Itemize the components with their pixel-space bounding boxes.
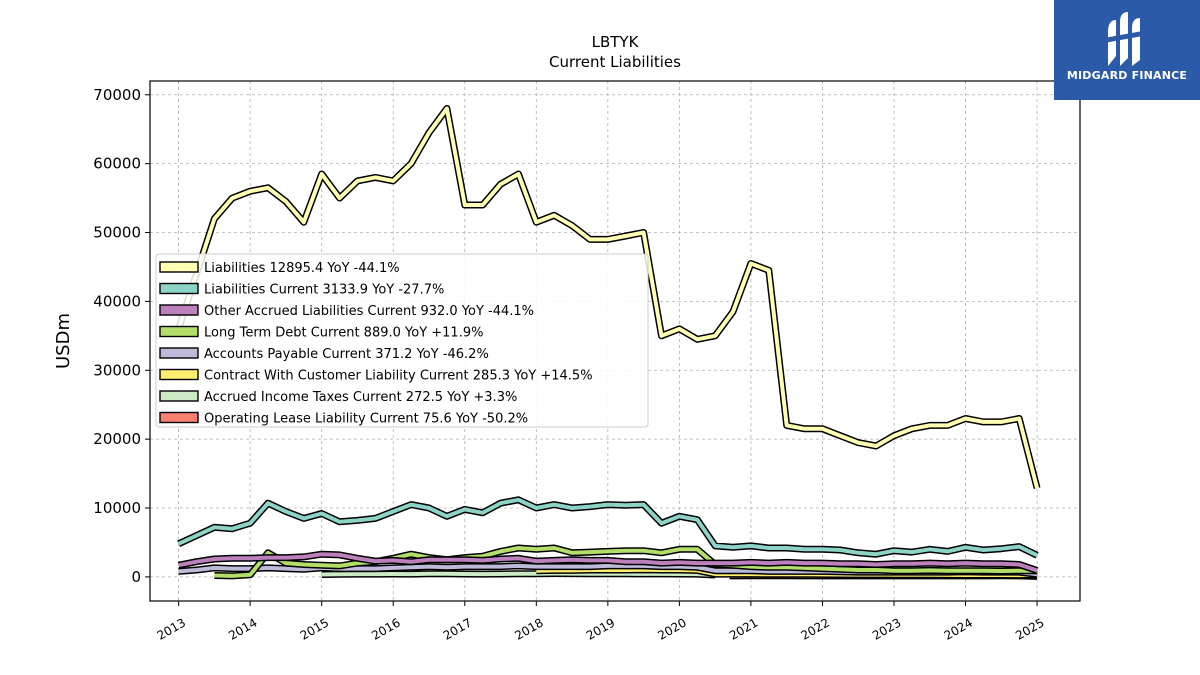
series-2 — [177, 550, 1039, 574]
chart-title: LBTYK — [592, 33, 640, 51]
y-axis-label: USDm — [53, 313, 74, 369]
series-layer — [175, 105, 1041, 580]
y-tick-label: 40000 — [93, 292, 141, 310]
series-line — [178, 552, 1038, 573]
legend-label: Long Term Debt Current 889.0 YoY +11.9% — [204, 326, 483, 341]
y-tick-label: 50000 — [93, 224, 141, 242]
legend-swatch — [159, 282, 199, 295]
legend-swatch — [159, 325, 199, 338]
chart-subtitle: Current Liabilities — [549, 53, 681, 71]
y-tick-label: 30000 — [93, 361, 141, 379]
y-tick-label: 20000 — [93, 430, 141, 448]
legend-item: Other Accrued Liabilities Current 932.0 … — [159, 304, 534, 319]
legend-label: Contract With Customer Liability Current… — [204, 369, 593, 384]
y-tick-label: 10000 — [93, 499, 141, 517]
legend: Liabilities 12895.4 YoY -44.1% Liabilitie… — [155, 253, 649, 428]
series-line — [176, 106, 1040, 489]
legend-label: Other Accrued Liabilities Current 932.0 … — [204, 304, 534, 319]
legend-swatch — [159, 368, 199, 381]
legend-swatch — [159, 390, 199, 402]
series-0 — [175, 105, 1041, 489]
legend-label: Accrued Income Taxes Current 272.5 YoY +… — [204, 390, 517, 405]
legend-label: Operating Lease Liability Current 75.6 Y… — [204, 412, 528, 427]
y-axis-ticks: 0 10000 20000 30000 40000 50000 60000 70000 — [93, 86, 150, 586]
legend-swatch — [159, 347, 199, 359]
y-tick-label: 70000 — [93, 86, 141, 104]
plot-frame — [149, 80, 1081, 602]
legend-item: Liabilities 12895.4 YoY -44.1% — [159, 261, 400, 276]
y-tick-label: 60000 — [93, 155, 141, 173]
legend-item: Operating Lease Liability Current 75.6 Y… — [159, 411, 528, 427]
legend-label: Liabilities 12895.4 YoY -44.1% — [204, 261, 400, 276]
series-line — [321, 571, 716, 577]
legend-swatch — [159, 411, 199, 424]
series-1 — [177, 496, 1039, 559]
legend-item: Accrued Income Taxes Current 272.5 YoY +… — [159, 390, 517, 405]
legend-item: Accounts Payable Current 371.2 YoY -46.2… — [159, 347, 489, 362]
legend-item: Liabilities Current 3133.9 YoY -27.7% — [159, 282, 444, 298]
y-tick-label: 0 — [131, 568, 141, 586]
legend-box — [155, 253, 649, 428]
legend-swatch — [159, 261, 199, 273]
legend-item: Long Term Debt Current 889.0 YoY +11.9% — [159, 325, 483, 341]
legend-swatch — [159, 304, 199, 316]
series-3 — [214, 544, 1038, 580]
series-line — [214, 546, 1038, 578]
series-line — [177, 497, 1038, 558]
brand-name: MIDGARD FINANCE — [1066, 69, 1188, 82]
legend-label: Accounts Payable Current 371.2 YoY -46.2… — [204, 347, 489, 362]
legend-item: Contract With Customer Liability Current… — [159, 368, 593, 384]
legend-label: Liabilities Current 3133.9 YoY -27.7% — [204, 283, 444, 298]
series-6 — [321, 570, 716, 579]
midgard-finance-logo: MIDGARD FINANCE — [1054, 0, 1200, 100]
midgard-logo-mark-icon — [1104, 12, 1148, 66]
